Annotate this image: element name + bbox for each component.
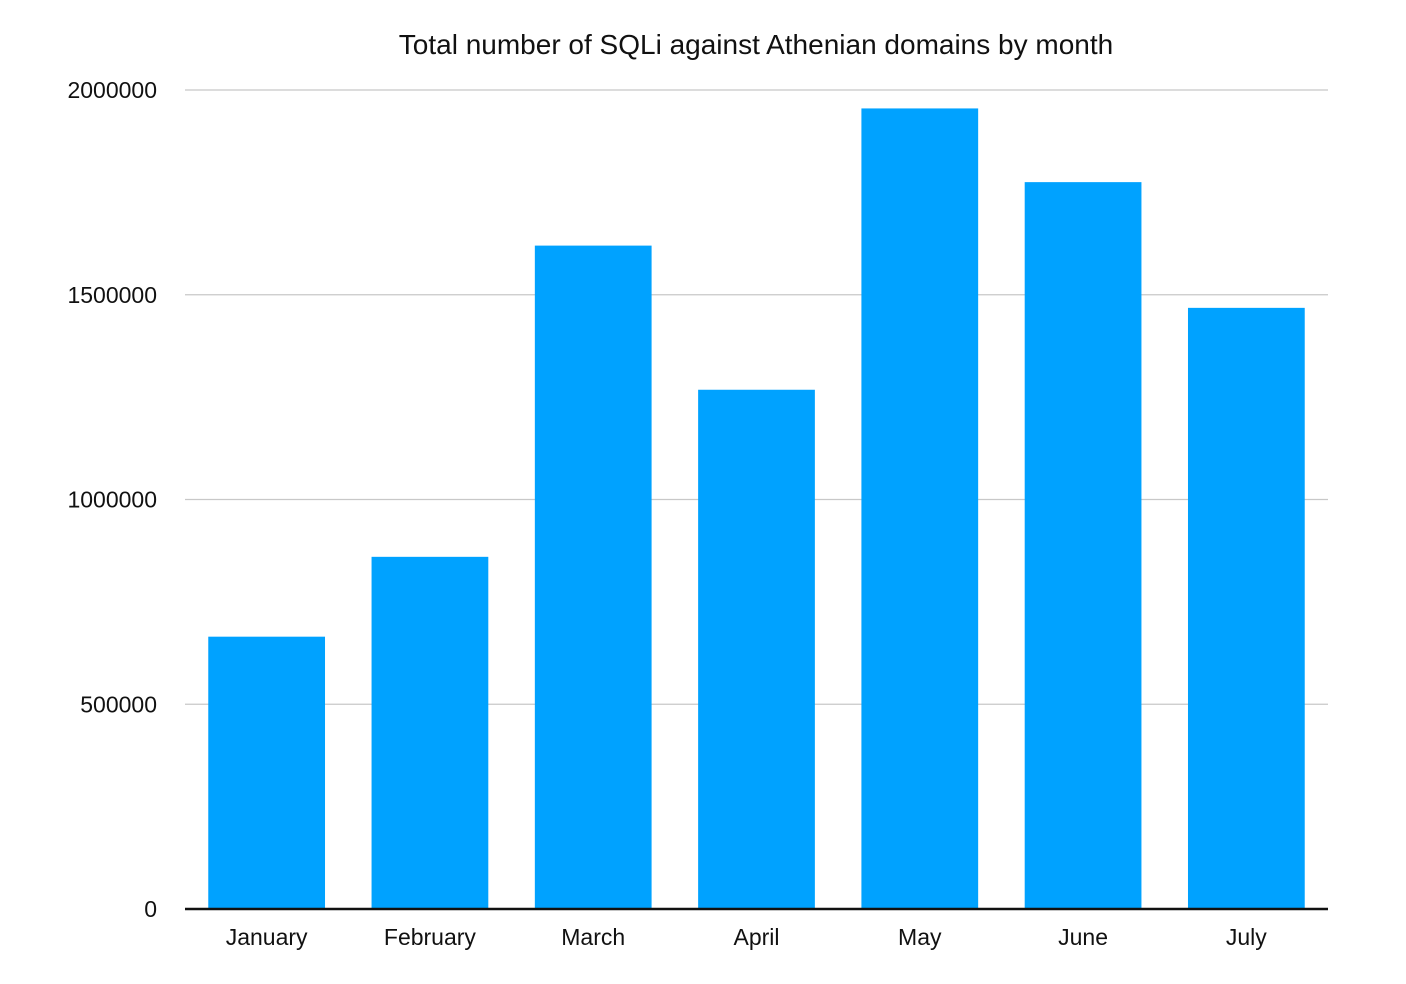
y-axis: 0 500000 1000000 1500000 2000000 [67,77,157,922]
bars [208,108,1305,910]
x-tick-label: April [733,924,779,950]
bar-march [534,245,652,910]
x-tick-label: June [1058,924,1108,950]
y-tick-label: 2000000 [67,77,157,103]
chart-title: Total number of SQLi against Athenian do… [399,29,1113,60]
bar-april [698,389,815,909]
x-tick-label: July [1226,924,1267,950]
bar-june [1024,182,1142,909]
x-tick-label: February [384,924,477,950]
bar-january [208,636,326,909]
x-axis: January February March April May June July [226,924,1268,950]
y-tick-label: 500000 [80,691,157,717]
x-tick-label: March [561,924,625,950]
y-tick-label: 0 [144,896,157,922]
bar-july [1187,307,1305,909]
y-tick-label: 1500000 [67,282,157,308]
y-tick-label: 1000000 [67,487,157,513]
bar-february [371,556,489,909]
x-tick-label: January [226,924,308,950]
x-tick-label: May [898,924,942,950]
bar-may [861,108,979,910]
